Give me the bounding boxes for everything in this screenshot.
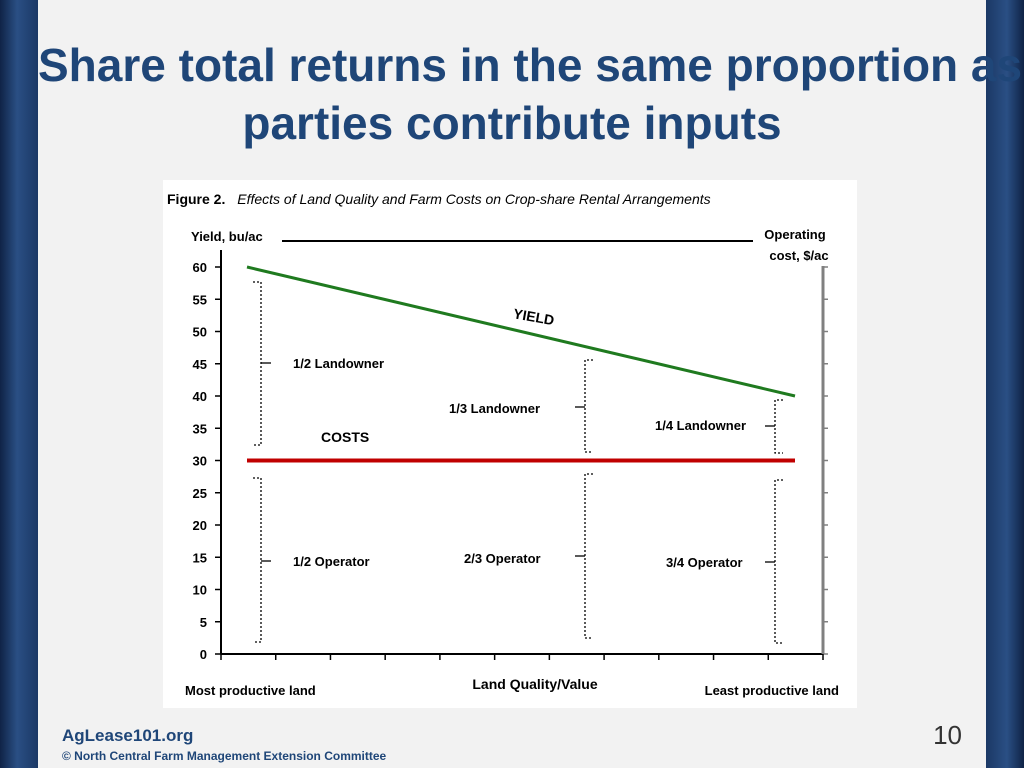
bracket-operator-1 [253, 477, 262, 643]
bracket-operator-2 [584, 473, 593, 639]
operator-three-quarters-label: 3/4 Operator [666, 555, 743, 570]
footer-site[interactable]: AgLease101.org [62, 726, 194, 745]
y-tick-label-7: 35 [193, 421, 207, 436]
y-tick-label-8: 40 [193, 389, 207, 404]
right-frame [986, 0, 1024, 768]
y-tick-label-3: 15 [193, 550, 207, 565]
landowner-third-label: 1/3 Landowner [449, 401, 540, 416]
y-axis-right-label-1: Operating [764, 227, 825, 242]
y-tick-label-9: 45 [193, 357, 207, 372]
y-tick-label-2: 10 [193, 583, 207, 598]
landowner-quarter-label: 1/4 Landowner [655, 418, 746, 433]
yield-series-label: YIELD [512, 305, 555, 328]
figure-caption: Figure 2. Effects of Land Quality and Fa… [167, 191, 711, 207]
y-tick-label-12: 60 [193, 260, 207, 275]
landowner-half-label: 1/2 Landowner [293, 356, 384, 371]
footer-copyright: © North Central Farm Management Extensio… [62, 749, 387, 763]
yield-line [246, 265, 796, 398]
figure-label: Figure 2. [167, 191, 225, 207]
brackets [253, 281, 783, 644]
y-tick-label-10: 50 [193, 325, 207, 340]
y-axis-right-label-2: cost, $/ac [769, 248, 828, 263]
left-frame [0, 0, 38, 768]
bracket-landowner-1 [253, 281, 262, 446]
y-tick-label-11: 55 [193, 292, 207, 307]
bracket-landowner-2 [584, 359, 593, 453]
figure-caption-text: Effects of Land Quality and Farm Costs o… [237, 191, 710, 207]
y-tick-label-4: 20 [193, 518, 207, 533]
costs-series-label: COSTS [321, 429, 369, 445]
y-tick-label-6: 30 [193, 454, 207, 469]
x-left-label: Most productive land [185, 683, 316, 698]
x-axis-label: Land Quality/Value [472, 676, 597, 692]
figure-panel: Figure 2. Effects of Land Quality and Fa… [163, 180, 857, 708]
bracket-operator-3 [774, 479, 783, 644]
operator-half-label: 1/2 Operator [293, 554, 370, 569]
y-axis-left-label: Yield, bu/ac [191, 229, 263, 244]
page-number: 10 [933, 720, 962, 750]
title-line-1: Share total returns in the same proporti… [38, 39, 1023, 91]
x-right-label: Least productive land [705, 683, 839, 698]
operator-two-thirds-label: 2/3 Operator [464, 551, 541, 566]
title-line-2: parties contribute inputs [242, 97, 782, 149]
chart-svg: Figure 2. Effects of Land Quality and Fa… [167, 191, 839, 698]
y-tick-label-1: 5 [200, 615, 207, 630]
y-tick-label-0: 0 [200, 647, 207, 662]
slide-title: Share total returns in the same proporti… [38, 36, 1023, 152]
bracket-landowner-3 [774, 399, 783, 454]
y-tick-label-5: 25 [193, 486, 207, 501]
